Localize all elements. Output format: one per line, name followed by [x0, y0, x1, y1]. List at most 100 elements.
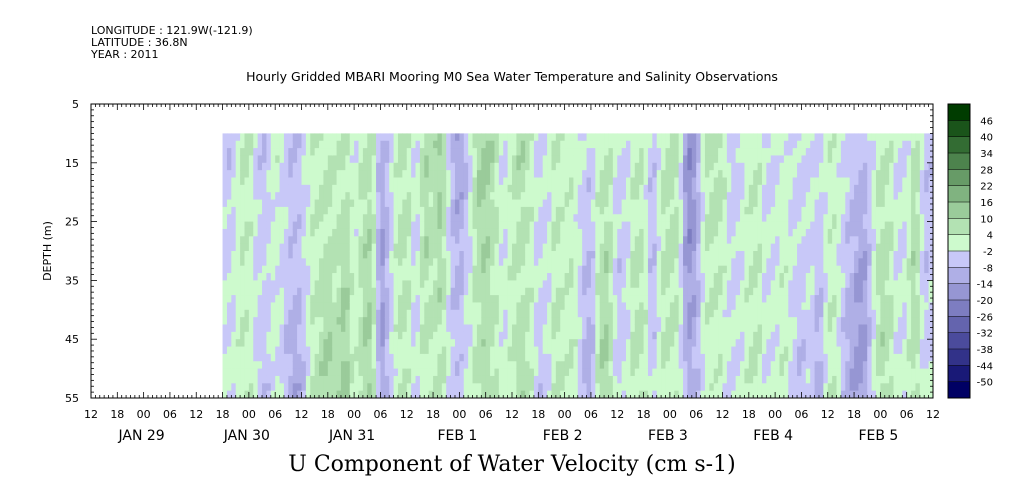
heatmap-cell [279, 295, 285, 303]
heatmap-cell [542, 162, 548, 171]
heatmap-cell [761, 353, 767, 362]
heatmap-cell [257, 214, 263, 222]
heatmap-cell [761, 375, 767, 384]
heatmap-cell [805, 390, 811, 399]
heatmap-cell [235, 199, 241, 208]
heatmap-cell [332, 295, 337, 303]
heatmap-cell [770, 148, 776, 156]
heatmap-cell [231, 273, 237, 281]
heatmap-cell [340, 383, 346, 392]
heatmap-cell [376, 331, 381, 340]
heatmap-cell [718, 221, 723, 230]
heatmap-cell [415, 258, 421, 267]
heatmap-cell [683, 140, 688, 149]
heatmap-cell [547, 287, 552, 296]
heatmap-cell [481, 390, 487, 399]
heatmap-cell [323, 162, 329, 171]
heatmap-cell [266, 383, 272, 392]
heatmap-cell [437, 206, 443, 215]
heatmap-cell [827, 251, 833, 259]
heatmap-cell [735, 192, 741, 200]
heatmap-cell [731, 228, 737, 237]
heatmap-cell [397, 258, 403, 267]
heatmap-cell [393, 287, 399, 296]
heatmap-cell [661, 243, 666, 252]
heatmap-cell [722, 251, 728, 259]
heatmap-cell [569, 280, 574, 289]
heatmap-cell [389, 346, 394, 355]
heatmap-cell [393, 331, 399, 340]
heatmap-cell [612, 346, 618, 355]
heatmap-cell [494, 317, 500, 325]
heatmap-cell [446, 339, 452, 347]
heatmap-cell [253, 236, 259, 245]
heatmap-cell [555, 324, 561, 333]
heatmap-cell [358, 170, 364, 178]
heatmap-cell [783, 184, 789, 193]
heatmap-cell [262, 390, 267, 399]
heatmap-cell [547, 184, 552, 193]
heatmap-cell [783, 133, 789, 142]
heatmap-cell [485, 251, 491, 259]
heatmap-cell [402, 192, 408, 200]
heatmap-cell [761, 221, 767, 230]
heatmap-cell [441, 353, 447, 362]
heatmap-cell [283, 214, 289, 222]
heatmap-cell [446, 309, 452, 318]
heatmap-cell [332, 170, 337, 178]
heatmap-cell [226, 133, 232, 142]
heatmap-cell [718, 177, 723, 186]
heatmap-cell [542, 192, 548, 200]
heatmap-cell [818, 280, 824, 289]
heatmap-cell [244, 206, 250, 215]
heatmap-cell [678, 339, 684, 347]
heatmap-cell [371, 170, 377, 178]
heatmap-cell [253, 331, 259, 340]
heatmap-cell [494, 199, 500, 208]
heatmap-cell [718, 199, 723, 208]
heatmap-cell [446, 346, 452, 355]
heatmap-cell [292, 331, 298, 340]
heatmap-cell [639, 287, 644, 296]
heatmap-cell [551, 251, 557, 259]
heatmap-cell [538, 265, 544, 274]
heatmap-cell [222, 236, 228, 245]
heatmap-cell [687, 140, 693, 149]
heatmap-cell [472, 192, 478, 200]
heatmap-cell [533, 199, 539, 208]
heatmap-cell [766, 339, 772, 347]
heatmap-cell [691, 390, 697, 399]
heatmap-cell [257, 184, 263, 193]
heatmap-cell [735, 273, 741, 281]
heatmap-cell [516, 361, 522, 369]
heatmap-cell [393, 236, 399, 245]
heatmap-cell [481, 228, 487, 237]
heatmap-cell [454, 375, 460, 384]
heatmap-cell [441, 273, 447, 281]
heatmap-cell [257, 155, 263, 164]
heatmap-cell [371, 243, 377, 252]
heatmap-cell [814, 368, 820, 377]
heatmap-cell [757, 206, 763, 215]
heatmap-cell [520, 133, 526, 142]
heatmap-cell [569, 133, 574, 142]
heatmap-cell [775, 331, 780, 340]
heatmap-cell [323, 258, 329, 267]
heatmap-cell [551, 258, 557, 267]
heatmap-cell [687, 170, 693, 178]
heatmap-cell [393, 155, 399, 164]
heatmap-cell [354, 390, 359, 399]
heatmap-cell [235, 155, 241, 164]
heatmap-cell [713, 324, 719, 333]
heatmap-cell [735, 251, 741, 259]
heatmap-cell [507, 214, 513, 222]
heatmap-cell [661, 155, 666, 164]
heatmap-cell [555, 302, 561, 311]
heatmap-cell [349, 214, 355, 222]
heatmap-cell [529, 309, 535, 318]
heatmap-cell [437, 155, 443, 164]
heatmap-cell [744, 280, 750, 289]
heatmap-cell [564, 273, 570, 281]
heatmap-cell [669, 162, 675, 171]
heatmap-cell [810, 251, 815, 259]
